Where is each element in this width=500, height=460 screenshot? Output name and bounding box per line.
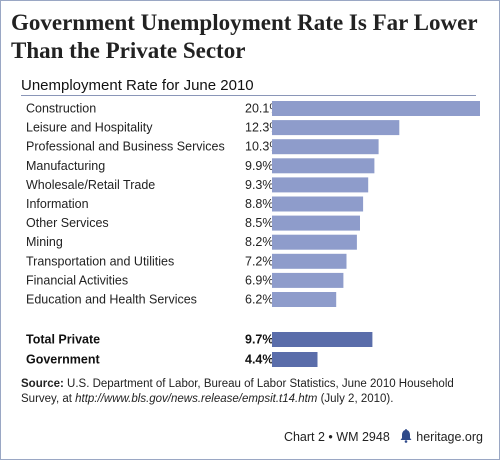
- report-id: WM 2948: [336, 430, 390, 444]
- chart-number: Chart 2: [283, 430, 325, 444]
- total-value-0: 9.7%: [245, 333, 274, 347]
- sector-bar-10: [272, 292, 337, 307]
- total-row-1: Government 4.4%: [26, 352, 318, 367]
- total-row-0: Total Private 9.7%: [26, 332, 373, 347]
- sector-bar-1: [272, 120, 400, 136]
- sector-value-10: 6.2%: [245, 293, 274, 307]
- sector-row-2: Professional and Business Services 10.3%: [26, 139, 379, 155]
- sector-row-9: Financial Activities 6.9%: [26, 272, 344, 288]
- sector-value-7: 8.2%: [245, 235, 274, 249]
- sector-label-0: Construction: [26, 102, 96, 116]
- sector-label-3: Manufacturing: [26, 159, 105, 173]
- source-text-1: U.S. Department of Labor, Bureau of Labo…: [21, 378, 454, 405]
- sector-bar-7: [272, 234, 357, 250]
- sector-value-0: 20.1%: [245, 102, 280, 116]
- sector-bar-4: [272, 177, 369, 193]
- source-note: Source: U.S. Department of Labor, Bureau…: [21, 377, 481, 407]
- sector-label-1: Leisure and Hospitality: [26, 121, 153, 135]
- sector-row-10: Education and Health Services 6.2%: [26, 292, 337, 307]
- sector-bar-8: [272, 253, 347, 269]
- source-text-2: (July 2, 2010).: [317, 393, 394, 405]
- footer: Chart 2 • WM 2948 heritage.org: [284, 429, 483, 444]
- liberty-bell-icon: [400, 429, 412, 443]
- source-url[interactable]: http://www.bls.gov/news.release/empsit.t…: [75, 393, 318, 405]
- sector-label-6: Other Services: [26, 216, 109, 230]
- total-value-1: 4.4%: [245, 353, 274, 367]
- sector-row-5: Information 8.8%: [26, 196, 364, 212]
- sector-row-0: Construction 20.1%: [26, 101, 480, 116]
- sector-label-10: Education and Health Services: [26, 293, 197, 307]
- sector-bar-3: [272, 158, 375, 174]
- sector-row-4: Wholesale/Retail Trade 9.3%: [26, 177, 369, 193]
- sector-value-9: 6.9%: [245, 273, 274, 287]
- sector-label-5: Information: [26, 197, 89, 211]
- sector-row-8: Transportation and Utilities 7.2%: [26, 253, 347, 269]
- total-label-0: Total Private: [26, 333, 100, 347]
- sector-bar-6: [272, 215, 360, 231]
- site-link[interactable]: heritage.org: [416, 430, 483, 444]
- sector-label-7: Mining: [26, 235, 63, 249]
- sector-label-4: Wholesale/Retail Trade: [26, 178, 155, 192]
- total-bars: Total Private 9.7% Government 4.4%: [26, 332, 373, 367]
- total-label-1: Government: [26, 353, 100, 367]
- sector-value-8: 7.2%: [245, 254, 274, 268]
- sector-bar-2: [272, 139, 379, 155]
- sector-row-6: Other Services 8.5%: [26, 215, 360, 231]
- sector-value-5: 8.8%: [245, 197, 274, 211]
- chart-subtitle: Unemployment Rate for June 2010: [21, 77, 254, 94]
- sector-row-3: Manufacturing 9.9%: [26, 158, 375, 174]
- total-bar-1: [272, 352, 318, 367]
- chart-title: Government Unemployment Rate Is Far Lowe…: [11, 10, 478, 63]
- footer-separator: •: [328, 430, 333, 444]
- sector-row-1: Leisure and Hospitality 12.3%: [26, 120, 400, 136]
- subtitle-rule: [21, 95, 476, 96]
- sector-value-1: 12.3%: [245, 121, 280, 135]
- sector-value-6: 8.5%: [245, 216, 274, 230]
- sector-value-4: 9.3%: [245, 178, 274, 192]
- sector-row-7: Mining 8.2%: [26, 234, 357, 250]
- sector-bar-0: [272, 101, 480, 116]
- sector-value-2: 10.3%: [245, 140, 280, 154]
- total-bar-0: [272, 332, 373, 347]
- source-label: Source:: [21, 378, 64, 390]
- bar-chart: Construction 20.1% Leisure and Hospitality…: [26, 101, 480, 367]
- sector-label-2: Professional and Business Services: [26, 140, 225, 154]
- sector-label-9: Financial Activities: [26, 273, 128, 287]
- sector-value-3: 9.9%: [245, 159, 274, 173]
- sector-label-8: Transportation and Utilities: [26, 254, 174, 268]
- sector-bar-5: [272, 196, 364, 212]
- sector-bar-9: [272, 272, 344, 288]
- sector-bars: Construction 20.1% Leisure and Hospitality…: [26, 101, 480, 307]
